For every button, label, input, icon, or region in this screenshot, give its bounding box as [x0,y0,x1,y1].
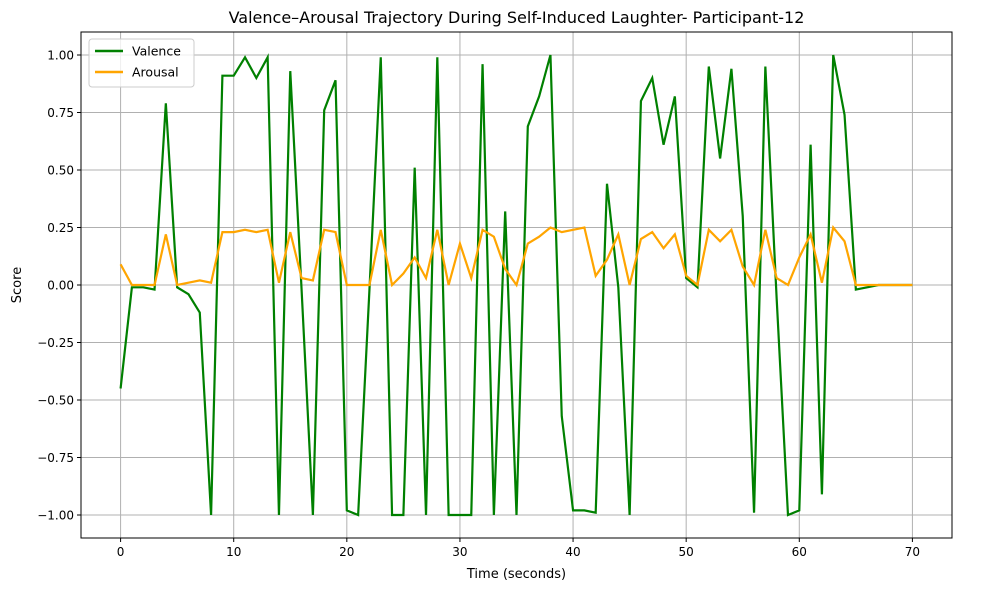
y-tick-label: 0.00 [47,279,74,293]
y-tick-label: 0.50 [47,164,74,178]
y-tick-label: 0.25 [47,221,74,235]
legend-label-valence: Valence [132,44,181,59]
y-tick-label: −0.75 [37,451,74,465]
x-tick-label: 70 [905,545,920,559]
tick-layer: 0 10 20 30 40 50 60 70 1.00 0.75 0.50 0.25 0.00 −0.25… [37,49,920,560]
legend-label-arousal: Arousal [132,65,179,80]
chart-title: Valence–Arousal Trajectory During Self-I… [229,8,805,27]
x-tick-label: 0 [117,545,125,559]
series-line-valence [119,53,913,517]
y-axis-label: Score [10,267,25,303]
x-axis-label: Time (seconds) [466,567,566,582]
x-tick-label: 60 [792,545,807,559]
x-tick-label: 30 [452,545,467,559]
series-layer [119,53,913,517]
x-tick-label: 10 [226,545,241,559]
y-tick-label: 1.00 [47,49,74,63]
x-tick-label: 40 [565,545,580,559]
y-tick-label: −0.50 [37,394,74,408]
x-tick-label: 50 [679,545,694,559]
x-tick-label: 20 [339,545,354,559]
series-line-arousal [119,225,913,288]
legend: Valence Arousal [88,38,195,88]
y-tick-label: −1.00 [37,509,74,523]
y-tick-label: 0.75 [47,106,74,120]
y-tick-label: −0.25 [37,336,74,350]
